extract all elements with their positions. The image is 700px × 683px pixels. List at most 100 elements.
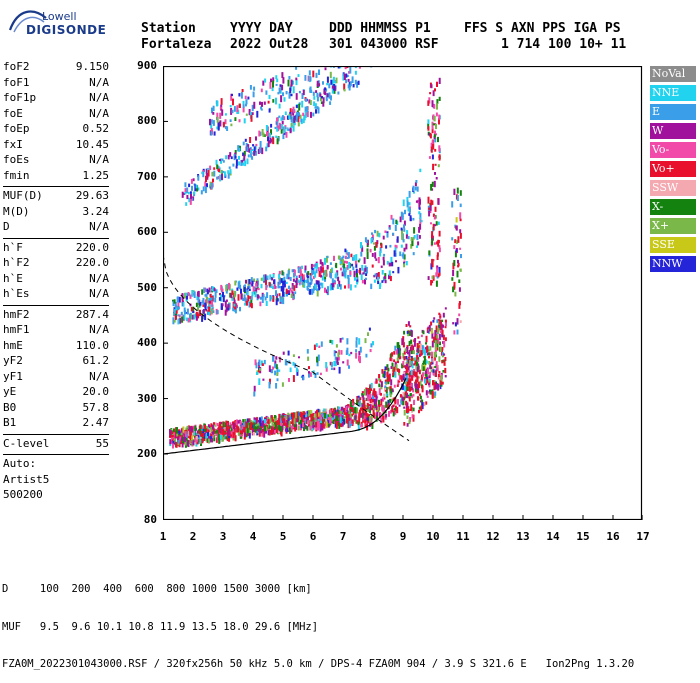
y-tick-label: 700	[127, 170, 157, 183]
param-name: h`F	[3, 241, 23, 257]
y-tick-label: 400	[127, 336, 157, 349]
param-value: N/A	[89, 107, 109, 123]
param-value: 57.8	[83, 401, 110, 417]
x-tick-label: 12	[485, 530, 501, 543]
param-row: fxI 10.45	[3, 138, 109, 154]
logo-digisonde-text: DIGISONDE	[26, 23, 106, 37]
param-value: 29.63	[76, 189, 109, 205]
param-row: h`E N/A	[3, 272, 109, 288]
param-separator	[3, 186, 109, 187]
param-value: 61.2	[83, 354, 110, 370]
y-tick-label: 800	[127, 114, 157, 127]
header-yyyy-day-label: YYYY DAY	[230, 21, 293, 36]
param-value: N/A	[89, 287, 109, 303]
param-value: N/A	[89, 153, 109, 169]
param-name: foEp	[3, 122, 30, 138]
param-separator	[3, 305, 109, 306]
legend-item-x-: X-	[650, 199, 696, 215]
param-row: yF2 61.2	[3, 354, 109, 370]
x-tick-label: 10	[425, 530, 441, 543]
x-tick-label: 6	[305, 530, 321, 543]
param-row: foF1p N/A	[3, 91, 109, 107]
x-tick-label: 3	[215, 530, 231, 543]
legend-item-vo-: Vo-	[650, 142, 696, 158]
param-value: 55	[96, 437, 109, 453]
param-name: h`F2	[3, 256, 30, 272]
logo-lowell-text: Lowell	[42, 10, 77, 23]
param-value: 9.150	[76, 60, 109, 76]
legend-item-sse: SSE	[650, 237, 696, 253]
param-name: foF2	[3, 60, 30, 76]
legend-item-vo-: Vo+	[650, 161, 696, 177]
x-tick-label: 11	[455, 530, 471, 543]
ionogram-plot	[163, 66, 643, 520]
param-name: fxI	[3, 138, 23, 154]
param-value: 220.0	[76, 241, 109, 257]
x-tick-label: 16	[605, 530, 621, 543]
param-name: yE	[3, 385, 16, 401]
footer-file-info: FZA0M_2022301043000.RSF / 320fx256h 50 k…	[2, 658, 634, 671]
y-tick-label: 300	[127, 392, 157, 405]
param-name: h`Es	[3, 287, 30, 303]
legend-item-w: W	[650, 123, 696, 139]
y-tick-label: 80	[127, 513, 157, 526]
param-value: N/A	[89, 272, 109, 288]
param-value: 2.47	[83, 416, 110, 432]
footer-distance-row: D 100 200 400 600 800 1000 1500 3000 [km…	[2, 583, 634, 596]
param-name: yF1	[3, 370, 23, 386]
legend-item-nne: NNE	[650, 85, 696, 101]
legend-item-noval: NoVal	[650, 66, 696, 82]
legend-item-nnw: NNW	[650, 256, 696, 272]
header-station-label: Station	[141, 21, 196, 36]
param-row: foE N/A	[3, 107, 109, 123]
x-tick-label: 7	[335, 530, 351, 543]
x-tick-label: 9	[395, 530, 411, 543]
param-name: M(D)	[3, 205, 30, 221]
param-name: hmF2	[3, 308, 30, 324]
param-value: 20.0	[83, 385, 110, 401]
param-name: yF2	[3, 354, 23, 370]
param-name: foF1p	[3, 91, 36, 107]
x-tick-label: 1	[155, 530, 171, 543]
param-name: foEs	[3, 153, 30, 169]
x-tick-label: 17	[635, 530, 651, 543]
param-name: hmF1	[3, 323, 30, 339]
header-station-value: Fortaleza	[141, 37, 211, 52]
param-row: MUF(D)29.63	[3, 189, 109, 205]
param-value: N/A	[89, 91, 109, 107]
x-tick-label: 5	[275, 530, 291, 543]
param-row: h`F 220.0	[3, 241, 109, 257]
param-name: foF1	[3, 76, 30, 92]
x-tick-label: 4	[245, 530, 261, 543]
param-row: hmF1 N/A	[3, 323, 109, 339]
param-value: N/A	[89, 76, 109, 92]
param-value: N/A	[89, 220, 109, 236]
x-tick-label: 15	[575, 530, 591, 543]
header-ddd-label: DDD HHMMSS P1	[329, 21, 431, 36]
header-date-value: 2022 Out28	[230, 37, 308, 52]
param-separator	[3, 434, 109, 435]
x-tick-label: 13	[515, 530, 531, 543]
param-value: 3.24	[83, 205, 110, 221]
legend-item-e: E	[650, 104, 696, 120]
param-row: foF2 9.150	[3, 60, 109, 76]
header-ffs-label: FFS S AXN PPS IGA PS	[464, 21, 621, 36]
param-name: foE	[3, 107, 23, 123]
param-separator	[3, 454, 109, 455]
param-value: N/A	[89, 323, 109, 339]
param-value: 10.45	[76, 138, 109, 154]
auto-scaler-line: Artist5	[3, 473, 109, 489]
param-separator	[3, 238, 109, 239]
header-ffs-value: 1 714 100 10+ 11	[501, 37, 626, 52]
param-value: 1.25	[83, 169, 110, 185]
param-name: h`E	[3, 272, 23, 288]
